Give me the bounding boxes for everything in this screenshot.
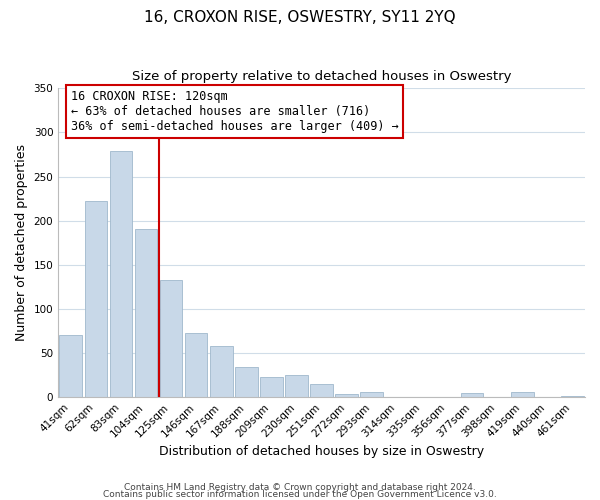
Bar	[361, 392, 383, 397]
Bar	[185, 333, 208, 397]
Text: Contains public sector information licensed under the Open Government Licence v3: Contains public sector information licen…	[103, 490, 497, 499]
Bar	[235, 367, 257, 397]
Bar	[110, 151, 132, 397]
Bar	[310, 384, 333, 397]
Title: Size of property relative to detached houses in Oswestry: Size of property relative to detached ho…	[132, 70, 511, 83]
Text: 16 CROXON RISE: 120sqm
← 63% of detached houses are smaller (716)
36% of semi-de: 16 CROXON RISE: 120sqm ← 63% of detached…	[71, 90, 398, 133]
Bar	[285, 375, 308, 397]
Bar	[134, 228, 157, 397]
Bar	[160, 280, 182, 397]
Text: Contains HM Land Registry data © Crown copyright and database right 2024.: Contains HM Land Registry data © Crown c…	[124, 484, 476, 492]
Bar	[85, 202, 107, 397]
Bar	[511, 392, 533, 397]
Bar	[59, 334, 82, 397]
Bar	[561, 396, 584, 397]
Y-axis label: Number of detached properties: Number of detached properties	[15, 144, 28, 342]
X-axis label: Distribution of detached houses by size in Oswestry: Distribution of detached houses by size …	[159, 444, 484, 458]
Bar	[210, 346, 233, 397]
Text: 16, CROXON RISE, OSWESTRY, SY11 2YQ: 16, CROXON RISE, OSWESTRY, SY11 2YQ	[144, 10, 456, 25]
Bar	[260, 377, 283, 397]
Bar	[461, 393, 484, 397]
Bar	[335, 394, 358, 397]
